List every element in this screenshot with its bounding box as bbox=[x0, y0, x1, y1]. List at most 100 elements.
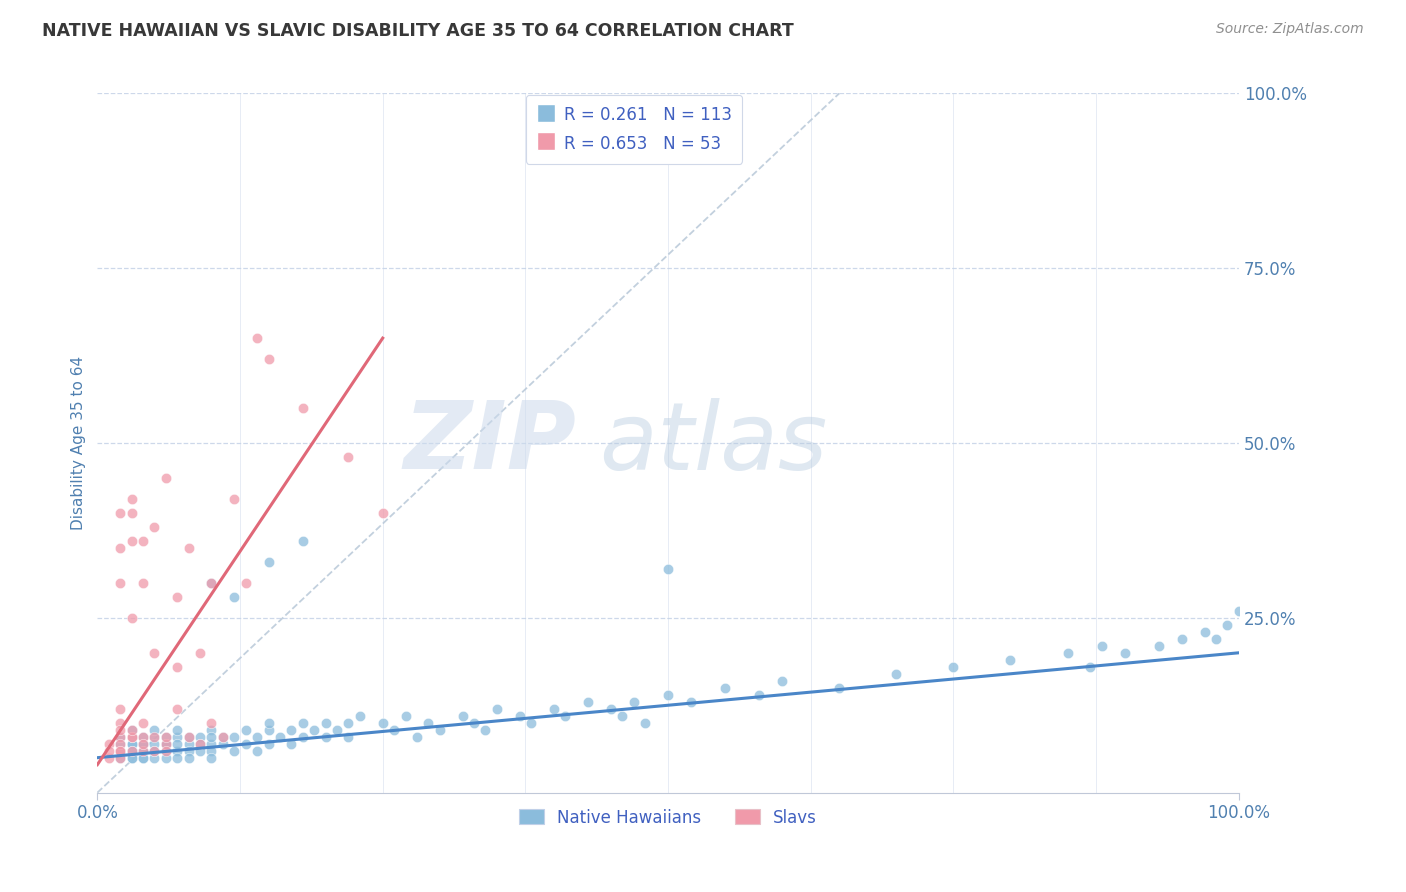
Point bbox=[155, 730, 177, 744]
Point bbox=[121, 730, 143, 744]
Point bbox=[166, 750, 188, 764]
Point bbox=[429, 723, 451, 737]
Point bbox=[1227, 604, 1250, 618]
Point bbox=[942, 660, 965, 674]
Point bbox=[554, 708, 576, 723]
Point bbox=[121, 750, 143, 764]
Point bbox=[714, 681, 737, 695]
Point bbox=[576, 695, 599, 709]
Point bbox=[188, 744, 211, 758]
Point bbox=[1114, 646, 1136, 660]
Point bbox=[886, 666, 908, 681]
Point bbox=[177, 730, 200, 744]
Point bbox=[97, 737, 120, 751]
Point bbox=[143, 730, 166, 744]
Point bbox=[132, 750, 155, 764]
Point bbox=[200, 723, 222, 737]
Point bbox=[188, 737, 211, 751]
Point bbox=[97, 750, 120, 764]
Point bbox=[224, 590, 246, 604]
Point bbox=[224, 491, 246, 506]
Point bbox=[132, 730, 155, 744]
Point bbox=[121, 744, 143, 758]
Point bbox=[121, 730, 143, 744]
Point bbox=[1170, 632, 1192, 646]
Point bbox=[121, 533, 143, 548]
Point bbox=[155, 737, 177, 751]
Point bbox=[121, 737, 143, 751]
Point bbox=[108, 750, 131, 764]
Point bbox=[200, 750, 222, 764]
Point bbox=[235, 723, 257, 737]
Point bbox=[371, 506, 394, 520]
Point bbox=[200, 737, 222, 751]
Point bbox=[200, 730, 222, 744]
Point bbox=[132, 744, 155, 758]
Point bbox=[1056, 646, 1078, 660]
Text: NATIVE HAWAIIAN VS SLAVIC DISABILITY AGE 35 TO 64 CORRELATION CHART: NATIVE HAWAIIAN VS SLAVIC DISABILITY AGE… bbox=[42, 22, 794, 40]
Point bbox=[121, 723, 143, 737]
Point bbox=[132, 737, 155, 751]
Point bbox=[108, 737, 131, 751]
Point bbox=[155, 750, 177, 764]
Point bbox=[121, 506, 143, 520]
Point bbox=[177, 730, 200, 744]
Point bbox=[1194, 624, 1216, 639]
Point bbox=[188, 737, 211, 751]
Point bbox=[463, 715, 485, 730]
Point bbox=[326, 723, 349, 737]
Point bbox=[97, 744, 120, 758]
Point bbox=[657, 562, 679, 576]
Point bbox=[200, 715, 222, 730]
Y-axis label: Disability Age 35 to 64: Disability Age 35 to 64 bbox=[72, 356, 86, 530]
Point bbox=[394, 708, 416, 723]
Point bbox=[520, 715, 543, 730]
Point bbox=[121, 737, 143, 751]
Point bbox=[246, 744, 269, 758]
Point bbox=[121, 491, 143, 506]
Point bbox=[224, 730, 246, 744]
Point bbox=[166, 702, 188, 716]
Point bbox=[132, 750, 155, 764]
Point bbox=[143, 744, 166, 758]
Point bbox=[177, 541, 200, 555]
Point bbox=[177, 750, 200, 764]
Point bbox=[108, 723, 131, 737]
Point bbox=[235, 575, 257, 590]
Point bbox=[349, 708, 371, 723]
Point bbox=[509, 708, 531, 723]
Point bbox=[108, 715, 131, 730]
Point bbox=[166, 660, 188, 674]
Point bbox=[828, 681, 851, 695]
Point bbox=[155, 744, 177, 758]
Point bbox=[474, 723, 496, 737]
Point bbox=[485, 702, 508, 716]
Point bbox=[143, 737, 166, 751]
Point bbox=[108, 737, 131, 751]
Point bbox=[166, 737, 188, 751]
Point bbox=[212, 730, 235, 744]
Point bbox=[1205, 632, 1227, 646]
Point bbox=[143, 723, 166, 737]
Point bbox=[291, 401, 314, 415]
Point bbox=[280, 737, 302, 751]
Point bbox=[406, 730, 429, 744]
Point bbox=[200, 744, 222, 758]
Point bbox=[657, 688, 679, 702]
Point bbox=[108, 730, 131, 744]
Point bbox=[600, 702, 623, 716]
Point bbox=[302, 723, 325, 737]
Point bbox=[257, 737, 280, 751]
Point bbox=[108, 750, 131, 764]
Point bbox=[166, 590, 188, 604]
Point bbox=[257, 555, 280, 569]
Point bbox=[770, 673, 793, 688]
Point bbox=[1147, 639, 1170, 653]
Point bbox=[315, 730, 337, 744]
Point bbox=[143, 744, 166, 758]
Point bbox=[108, 506, 131, 520]
Point bbox=[121, 730, 143, 744]
Point bbox=[155, 471, 177, 485]
Point bbox=[166, 744, 188, 758]
Point bbox=[143, 520, 166, 534]
